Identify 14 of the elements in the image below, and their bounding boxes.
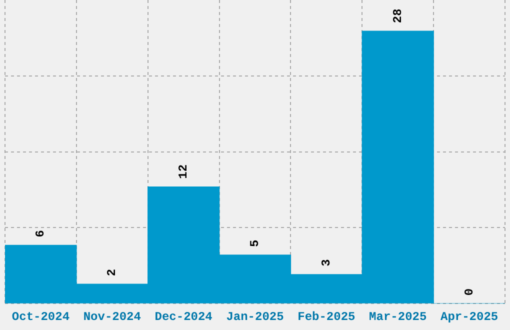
x-tick-label: Dec-2024 — [154, 310, 212, 324]
x-tick-label: Oct-2024 — [12, 310, 70, 324]
data-label: 5 — [248, 240, 262, 247]
data-label: 0 — [462, 288, 476, 296]
x-tick-label: Jan-2025 — [226, 310, 284, 324]
x-tick-label: Apr-2025 — [440, 310, 498, 324]
x-tick-label: Feb-2025 — [298, 310, 356, 324]
data-label: 6 — [34, 230, 48, 238]
x-tick-label: Mar-2025 — [369, 310, 427, 324]
data-label: 12 — [176, 164, 191, 179]
x-tick-label: Nov-2024 — [83, 310, 141, 324]
data-label: 2 — [105, 268, 120, 276]
data-label: 28 — [390, 8, 405, 24]
data-label: 3 — [319, 259, 334, 266]
